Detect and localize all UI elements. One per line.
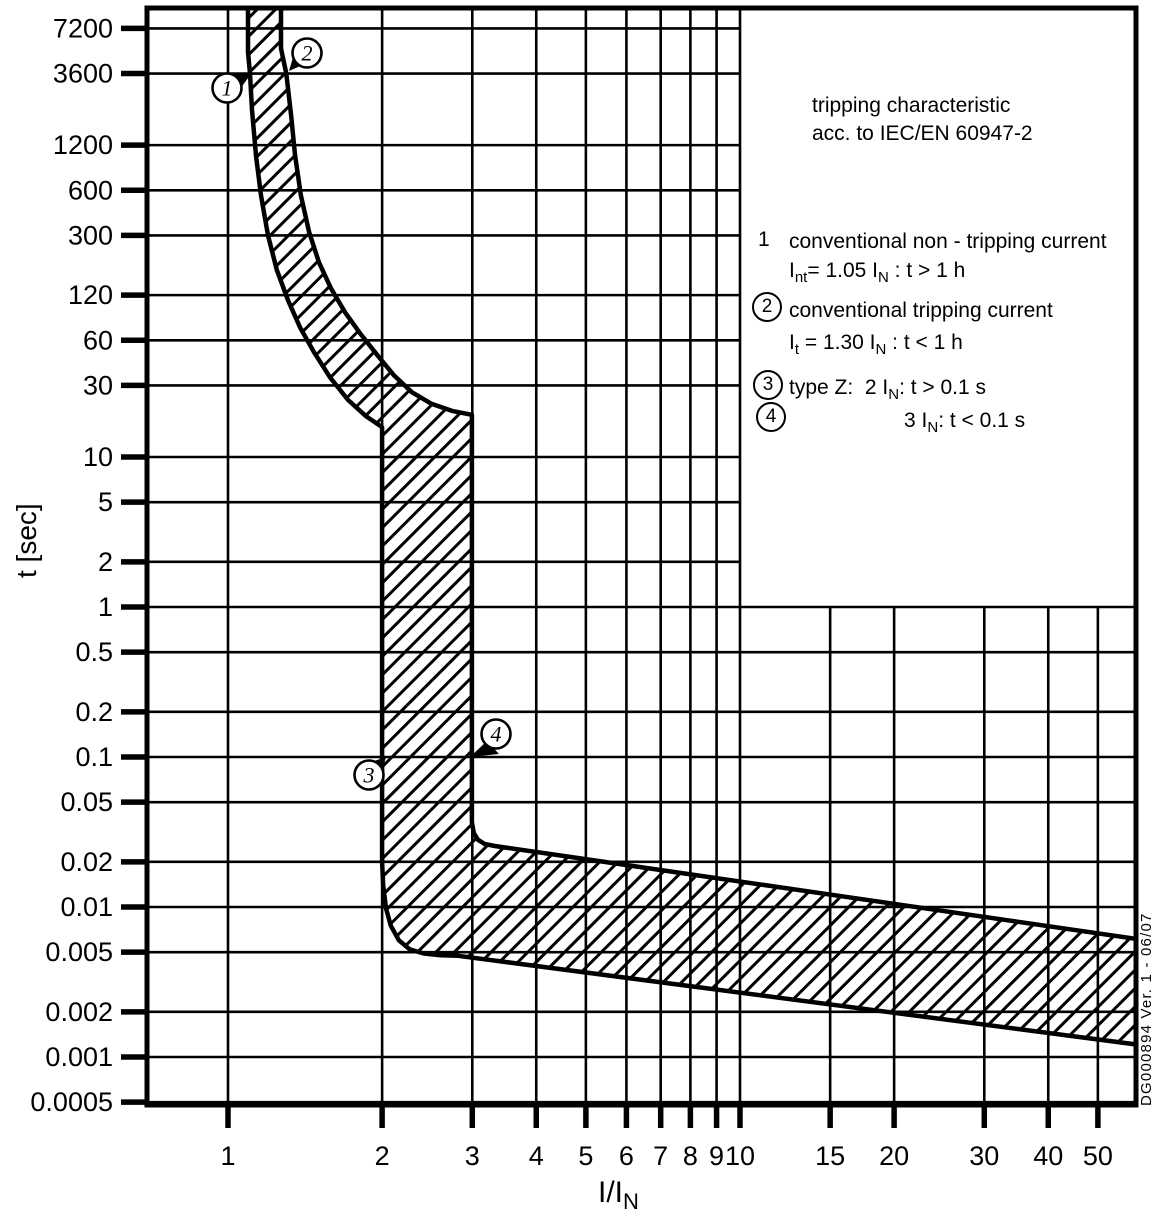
x-tick-label-15: 15: [815, 1141, 845, 1171]
curve-point-markers: 1 2 3 4: [211, 37, 512, 791]
marker-4-number: 4: [491, 722, 502, 747]
marker-3-number: 3: [363, 763, 375, 788]
x-tick-label-4: 4: [529, 1141, 544, 1171]
y-tick-label-5: 5: [98, 487, 113, 517]
x-tick-label-30: 30: [969, 1141, 999, 1171]
y-tick-label-0.02: 0.02: [60, 847, 113, 877]
x-axis-label: I/IN: [598, 1176, 639, 1214]
marker-2-circle: [291, 37, 323, 69]
y-tick-label-10: 10: [83, 442, 113, 472]
x-tick-label-9: 9: [709, 1141, 724, 1171]
marker-1-circle: [211, 72, 243, 104]
tripping-band-region: [245, 8, 1136, 1047]
x-tick-label-40: 40: [1033, 1141, 1063, 1171]
x-tick-label-3: 3: [465, 1141, 480, 1171]
tripping-band: [245, 8, 1136, 1047]
y-tick-label-1: 1: [98, 592, 113, 622]
y-tick-label-0.001: 0.001: [45, 1042, 113, 1072]
x-tick-label-8: 8: [683, 1141, 698, 1171]
y-tick-label-0.002: 0.002: [45, 997, 113, 1027]
y-tick-label-600: 600: [68, 175, 113, 205]
marker-4-arrow: [470, 741, 499, 757]
y-tick-label-30: 30: [83, 370, 113, 400]
y-tick-label-3600: 3600: [53, 59, 113, 89]
y-tick-label-7200: 7200: [53, 13, 113, 43]
x-tick-label-6: 6: [619, 1141, 634, 1171]
y-tick-label-0.5: 0.5: [75, 637, 113, 667]
plot-frame: [144, 5, 1139, 1108]
y-tick-label-120: 120: [68, 280, 113, 310]
marker-1-number: 1: [222, 76, 233, 101]
y-tick-label-0.2: 0.2: [75, 697, 113, 727]
y-tick-label-0.0005: 0.0005: [30, 1087, 113, 1117]
y-tick-label-0.05: 0.05: [60, 787, 113, 817]
axis-ticks: [121, 25, 1101, 1128]
x-tick-label-10: 10: [725, 1141, 755, 1171]
marker-4-circle: [480, 718, 512, 750]
watermark-document-id: DG000894 Ver. 1 - 06/07: [1138, 912, 1153, 1106]
x-tick-label-20: 20: [879, 1141, 909, 1171]
y-tick-label-0.005: 0.005: [45, 937, 113, 967]
marker-3-circle: [353, 759, 385, 791]
y-tick-label-60: 60: [83, 325, 113, 355]
x-tick-label-1: 1: [220, 1141, 235, 1171]
x-tick-label-2: 2: [375, 1141, 390, 1171]
x-tick-label-7: 7: [653, 1141, 668, 1171]
tick-labels: 7200360012006003001206030105210.50.20.10…: [30, 13, 1112, 1171]
y-tick-label-1200: 1200: [53, 130, 113, 160]
marker-2-number: 2: [302, 41, 313, 66]
x-tick-label-50: 50: [1083, 1141, 1113, 1171]
y-axis-label: t [sec]: [11, 503, 42, 578]
y-tick-label-2: 2: [98, 547, 113, 577]
x-tick-label-5: 5: [578, 1141, 593, 1171]
y-tick-label-0.01: 0.01: [60, 892, 113, 922]
y-tick-label-0.1: 0.1: [75, 742, 113, 772]
y-tick-label-300: 300: [68, 220, 113, 250]
